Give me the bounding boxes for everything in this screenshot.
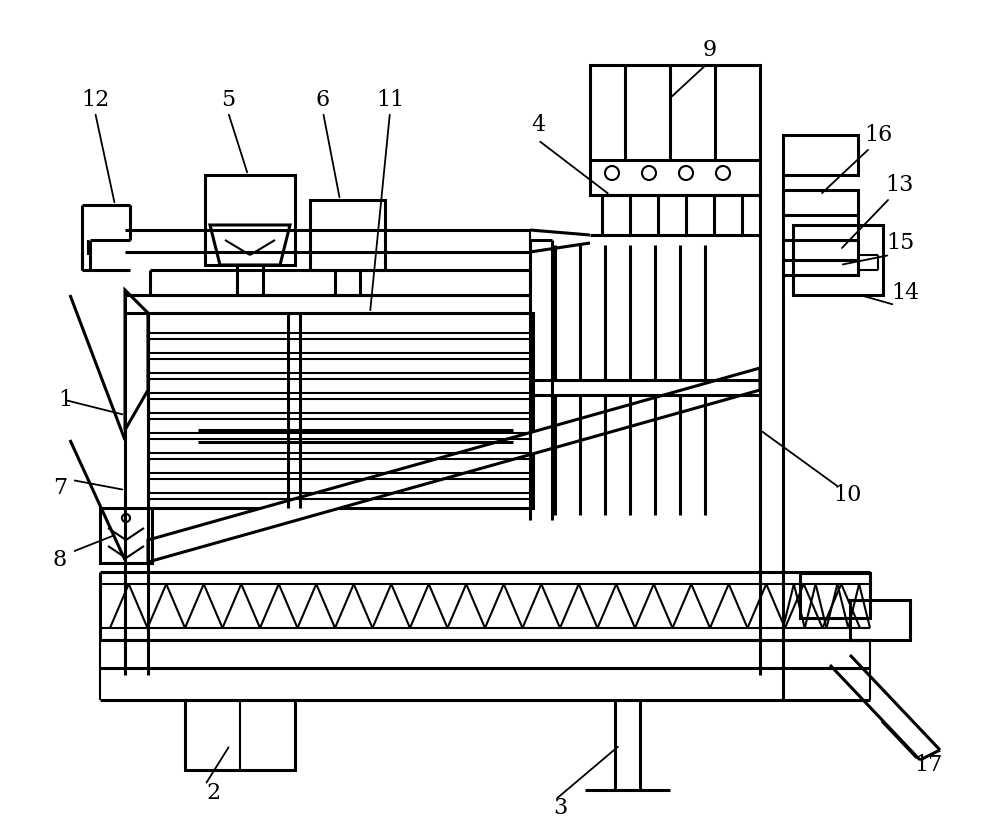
Bar [850, 600, 910, 640]
Bar [148, 313, 533, 508]
Text: 1: 1 [58, 389, 72, 411]
Text: 9: 9 [703, 39, 717, 61]
Text: 8: 8 [53, 549, 67, 571]
Text: 2: 2 [206, 782, 220, 804]
Text: 16: 16 [864, 124, 892, 146]
Bar [800, 573, 870, 618]
Text: 11: 11 [376, 89, 404, 111]
Polygon shape [148, 368, 760, 562]
Text: 4: 4 [531, 114, 545, 136]
Text: 14: 14 [891, 282, 919, 304]
Bar [310, 200, 385, 270]
Text: 5: 5 [221, 89, 235, 111]
Text: 7: 7 [53, 477, 67, 499]
Bar [205, 175, 295, 265]
Text: 10: 10 [834, 484, 862, 506]
Text: 15: 15 [886, 232, 914, 254]
Bar [783, 260, 858, 275]
Text: 13: 13 [886, 174, 914, 196]
Bar [590, 65, 760, 195]
Text: 12: 12 [81, 89, 109, 111]
Bar [185, 700, 295, 770]
Text: 3: 3 [553, 797, 567, 819]
Bar [100, 508, 152, 563]
Bar [793, 225, 883, 295]
Text: 6: 6 [316, 89, 330, 111]
Text: 17: 17 [914, 754, 942, 776]
Bar [783, 135, 858, 175]
Bar [783, 190, 858, 215]
